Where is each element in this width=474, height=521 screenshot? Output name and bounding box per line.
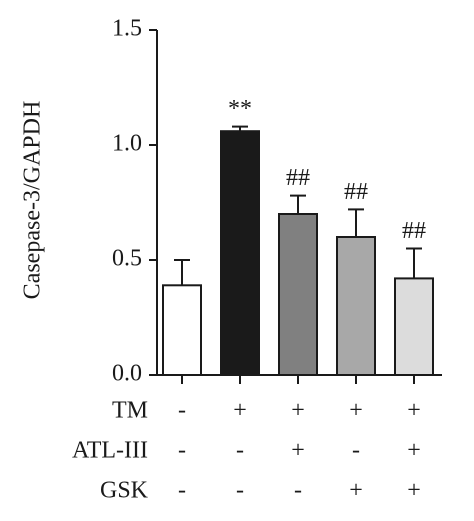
y-tick-label: 1.0 bbox=[112, 131, 142, 157]
bar bbox=[278, 213, 318, 376]
treatment-sign: - bbox=[178, 478, 186, 504]
bar bbox=[394, 277, 434, 376]
treatment-sign: + bbox=[407, 398, 421, 424]
bar bbox=[162, 284, 202, 376]
treatment-name: GSK bbox=[100, 478, 149, 504]
y-tick-label: 0.5 bbox=[112, 246, 142, 272]
treatment-sign: + bbox=[407, 438, 421, 464]
y-tick-label: 0.0 bbox=[112, 361, 142, 387]
treatment-sign: - bbox=[236, 438, 244, 464]
treatment-name: TM bbox=[112, 398, 148, 424]
y-tick-label: 1.5 bbox=[112, 16, 142, 42]
treatment-sign: + bbox=[349, 398, 363, 424]
significance-label: ## bbox=[286, 165, 310, 191]
treatment-sign: - bbox=[178, 438, 186, 464]
treatment-sign: - bbox=[294, 478, 302, 504]
bar bbox=[220, 130, 260, 376]
treatment-sign: + bbox=[291, 398, 305, 424]
y-axis-label: Casepase-3/GAPDH bbox=[20, 101, 46, 300]
treatment-sign: - bbox=[352, 438, 360, 464]
treatment-name: ATL-III bbox=[72, 438, 148, 464]
treatment-sign: + bbox=[233, 398, 247, 424]
treatment-sign: + bbox=[291, 438, 305, 464]
treatment-sign: + bbox=[407, 478, 421, 504]
significance-label: ** bbox=[228, 96, 252, 122]
significance-label: ## bbox=[402, 218, 426, 244]
treatment-sign: + bbox=[349, 478, 363, 504]
treatment-sign: - bbox=[178, 398, 186, 424]
significance-label: ## bbox=[344, 179, 368, 205]
treatment-sign: - bbox=[236, 478, 244, 504]
bar bbox=[336, 236, 376, 376]
